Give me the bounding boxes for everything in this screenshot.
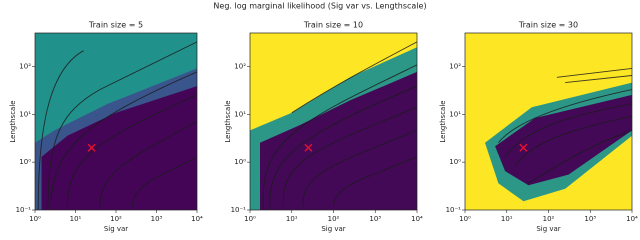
y-tick-label: 10² [19,62,31,70]
y-tick-label: 10¹ [234,110,246,118]
x-tick-label: 10² [328,215,340,223]
x-tick-label: 10⁴ [411,215,423,223]
y-axis-label: Lengthscale [224,100,232,142]
contour-line [262,64,417,210]
contour-line [291,41,417,114]
y-tick-label: 10² [234,62,246,70]
x-axis-label: Sig var [321,225,345,233]
x-tick-label: 10² [543,215,555,223]
x-tick-label: 10⁴ [626,215,638,223]
y-tick-label: 10⁰ [234,158,246,166]
x-tick-label: 10³ [151,215,163,223]
contour-line [514,115,632,167]
x-tick-label: 10⁰ [459,215,471,223]
y-tick-label: 10⁻¹ [446,206,462,214]
panel-title: Train size = 10 [303,21,363,30]
heatmap [465,33,632,210]
contour-line [50,71,197,202]
x-tick-label: 10¹ [501,215,513,223]
contour-line [282,106,417,207]
contour-line [565,75,632,84]
contour-line [302,129,417,207]
contour-line [556,67,632,78]
x-tick-label: 10³ [584,215,596,223]
y-tick-label: 10⁰ [449,158,461,166]
figure: Neg. log marginal likelihood (Sig var vs… [9,2,638,234]
x-tick-label: 10² [110,215,122,223]
y-tick-label: 10⁻¹ [231,206,247,214]
contour-line [269,85,417,210]
y-axis-label: Lengthscale [9,100,17,142]
panel-title: Train size = 30 [518,21,578,30]
x-axis-label: Sig var [536,225,560,233]
heatmap [250,33,417,210]
marker-point [304,143,313,152]
contour-line [37,50,84,210]
contour-line [131,156,197,207]
y-tick-label: 10⁻¹ [16,206,32,214]
x-axis-label: Sig var [104,225,128,233]
y-axis-label: Lengthscale [439,100,447,142]
figure-title: Neg. log marginal likelihood (Sig var vs… [213,2,426,11]
x-tick-label: 10⁴ [191,215,203,223]
heatmap-region [41,86,197,210]
y-tick-label: 10² [449,62,461,70]
contour-line [504,103,632,158]
x-tick-label: 10³ [369,215,381,223]
contour-line [528,129,632,184]
heatmap-region [495,94,632,186]
x-tick-label: 10⁰ [29,215,41,223]
contour-line [47,41,197,210]
x-tick-label: 10¹ [286,215,298,223]
x-tick-label: 10¹ [70,215,82,223]
marker-point [519,143,528,152]
y-tick-label: 10⁰ [19,158,31,166]
contour-line [498,89,632,143]
marker-point [87,143,96,152]
panel-title: Train size = 5 [88,21,143,30]
x-tick-label: 10⁰ [244,215,256,223]
contour-line [333,156,417,207]
heatmap [35,33,197,210]
y-tick-label: 10¹ [19,110,31,118]
y-tick-label: 10¹ [449,110,461,118]
heatmap-region [260,71,417,210]
contour-line [99,121,197,207]
contour-line [66,94,197,207]
